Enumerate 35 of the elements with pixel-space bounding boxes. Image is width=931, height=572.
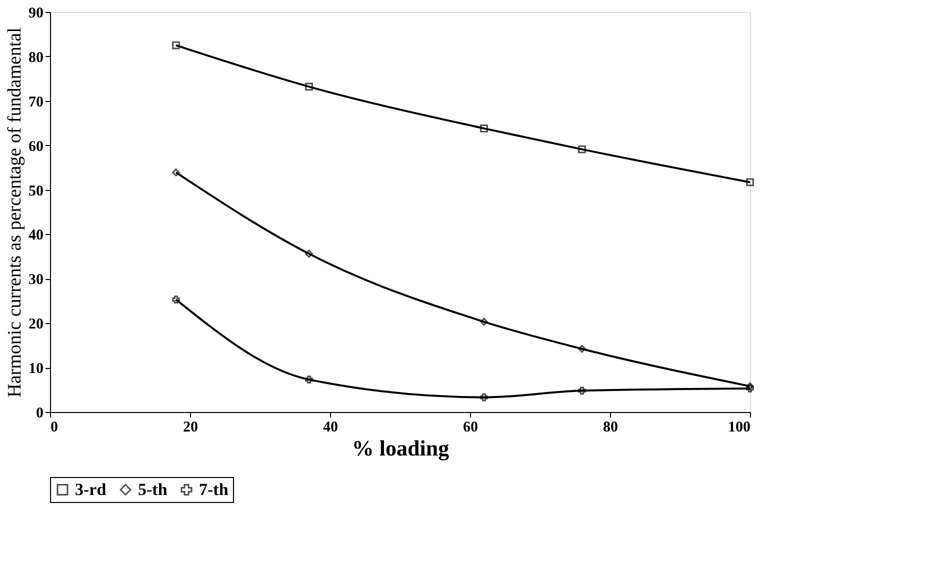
y-tick-label: 60 (28, 138, 44, 155)
x-tick-label: 20 (183, 420, 198, 436)
x-tick-label: 100 (728, 420, 750, 436)
point (746, 178, 754, 186)
x-tick-label: 60 (463, 420, 478, 436)
x-axis-title: % loading (352, 436, 450, 460)
point (578, 145, 586, 154)
point (480, 124, 488, 132)
point (578, 386, 586, 395)
y-tick-label: 90 (28, 6, 44, 22)
x-tick-label: 80 (603, 420, 618, 436)
y-tick-label: 30 (28, 272, 44, 288)
x-tick-label: 40 (323, 420, 338, 436)
point (578, 344, 586, 353)
point (172, 168, 180, 176)
y-tick-label: 80 (28, 50, 44, 66)
point (480, 393, 488, 402)
point (746, 384, 754, 392)
y-tick-label: 0 (36, 406, 44, 422)
y-tick-label: 50 (28, 183, 44, 200)
legend-label: 7-th (199, 480, 229, 499)
y-tick-label: 10 (28, 361, 44, 378)
legend-label: 3-rd (75, 480, 107, 499)
y-tick-label: 70 (28, 94, 44, 110)
legend-label: 5-th (138, 480, 168, 499)
y-tick-label: 40 (28, 228, 44, 244)
y-tick-label: 20 (28, 316, 44, 333)
y-axis-title: Harmonic currents as percentage of fundamental (4, 28, 26, 398)
point (172, 41, 180, 50)
point (305, 376, 313, 384)
point (172, 296, 180, 304)
x-tick-label: 0 (50, 420, 58, 436)
point (305, 82, 313, 91)
point (305, 250, 313, 258)
point (480, 318, 488, 326)
